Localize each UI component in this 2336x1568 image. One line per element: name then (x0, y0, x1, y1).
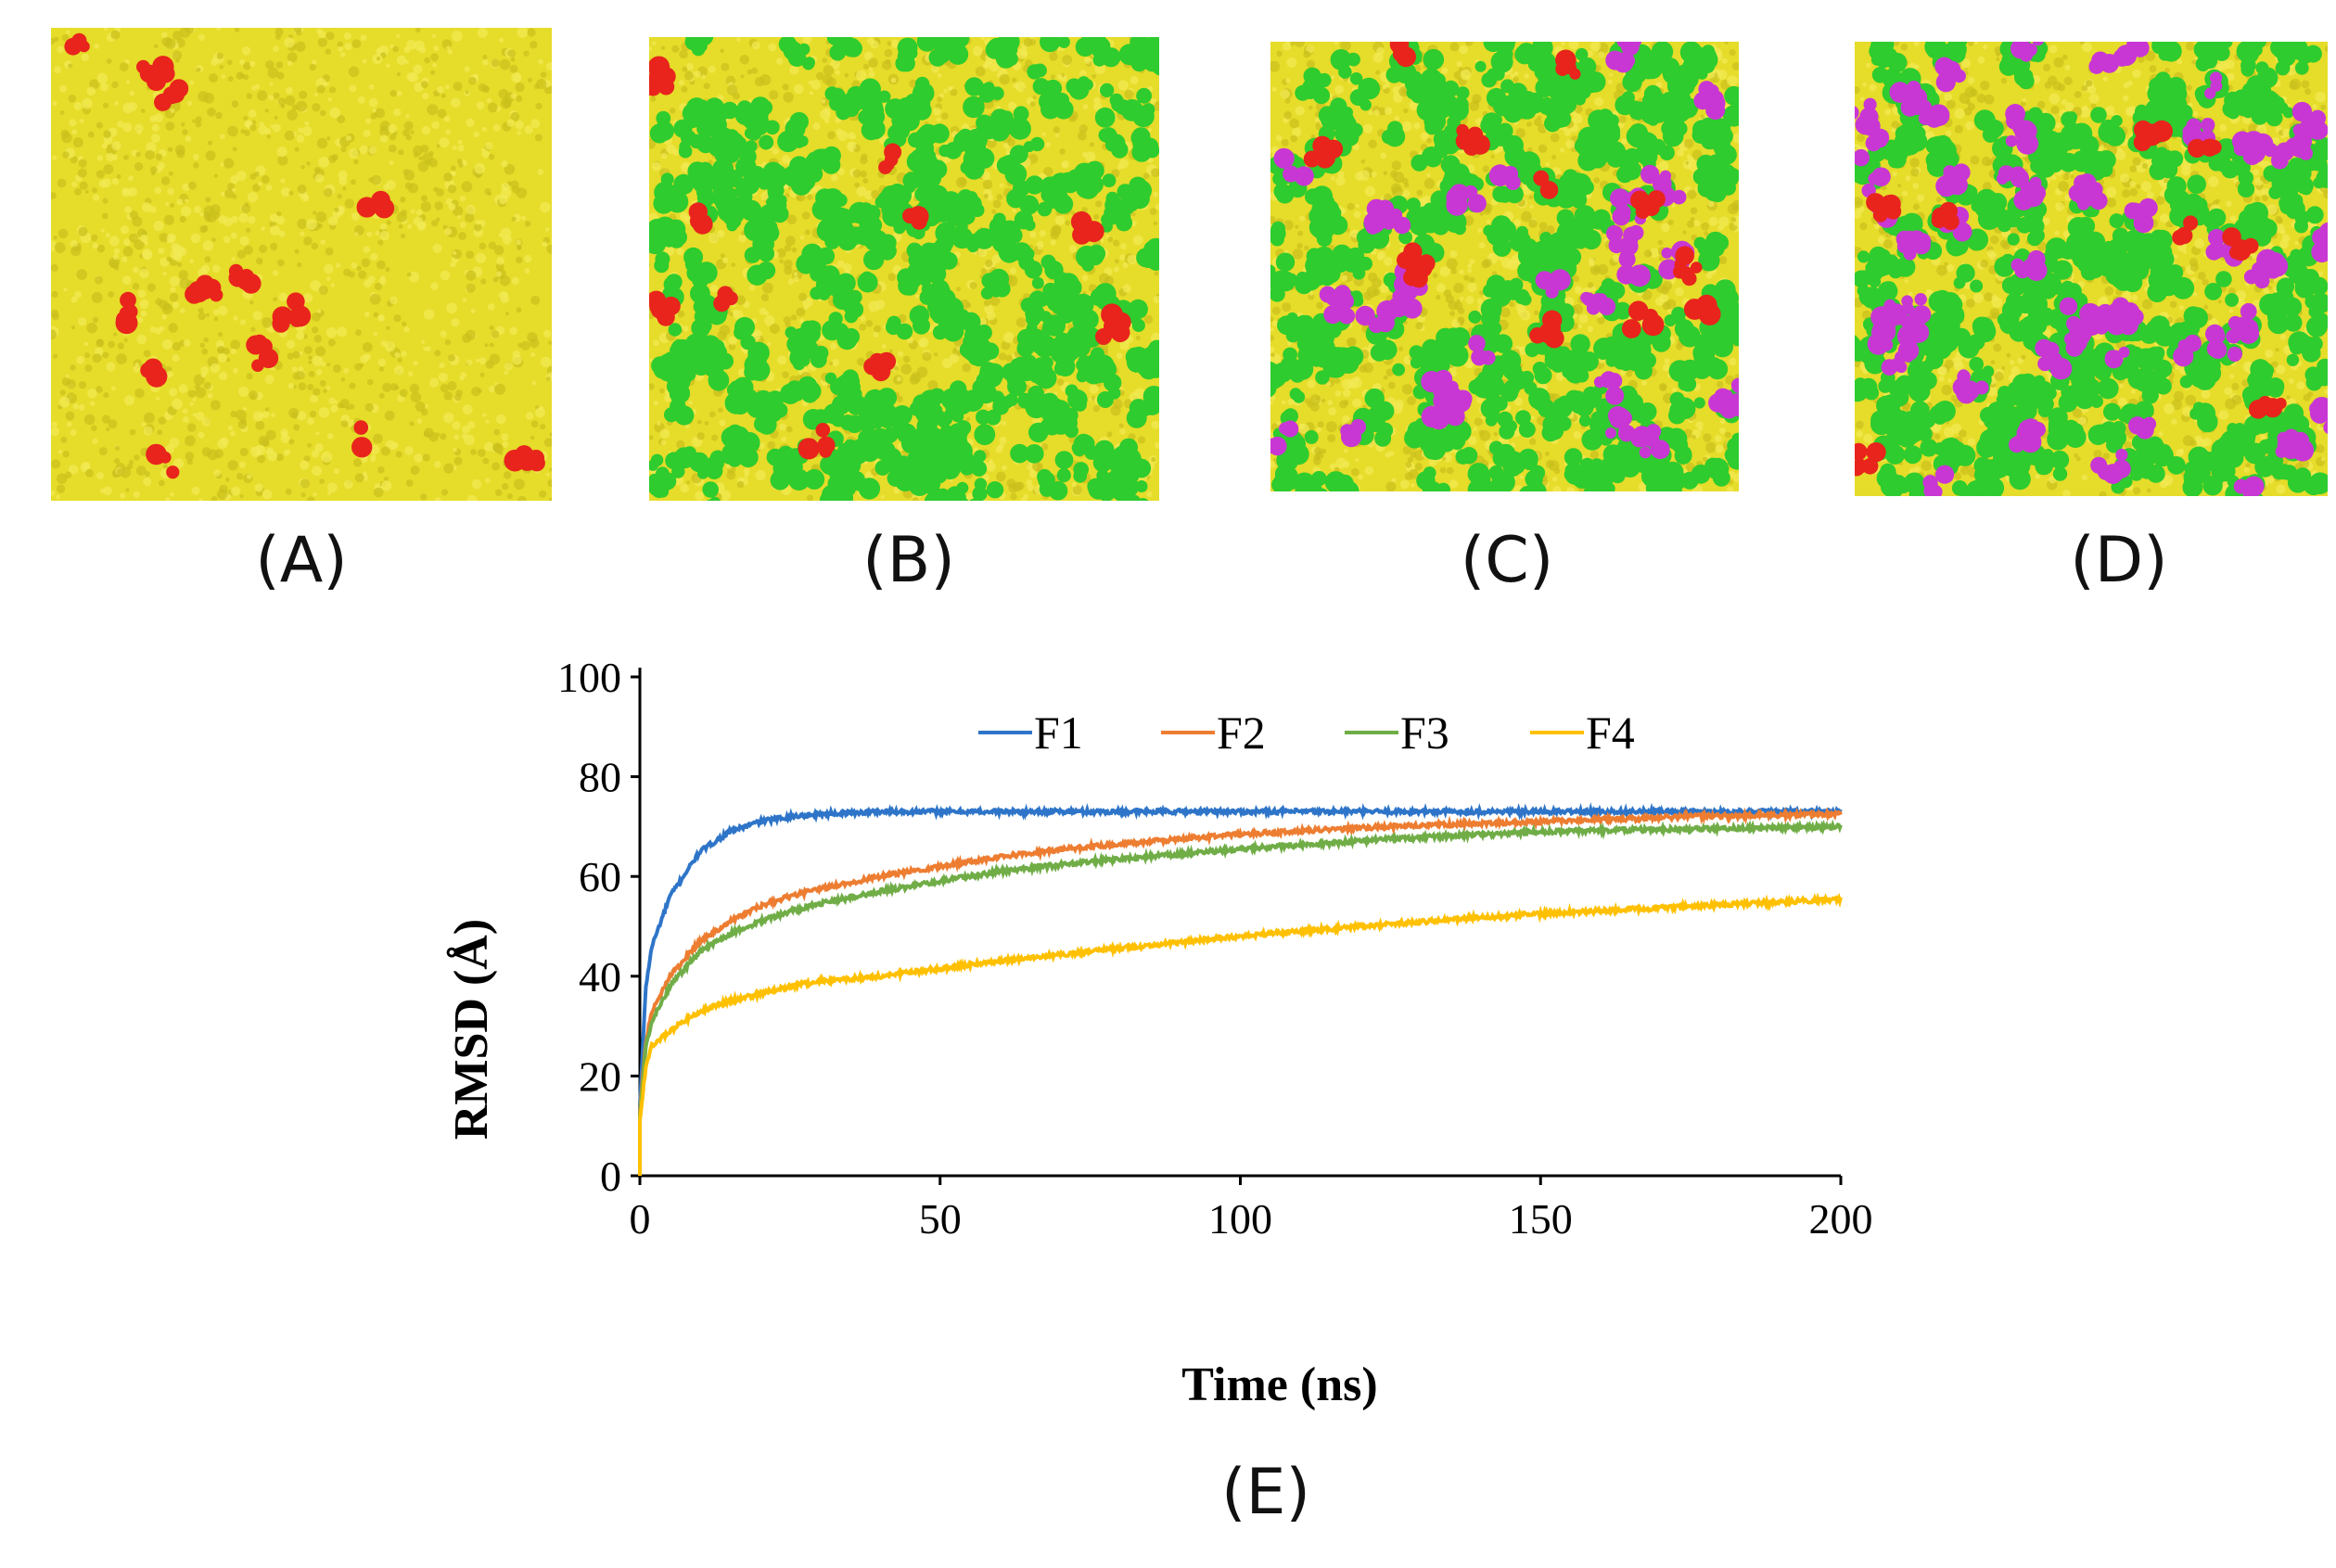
component-clusters-2 (1303, 42, 1721, 349)
component-clusters-0 (64, 32, 545, 479)
panel-a (51, 28, 552, 501)
series-line-f2 (638, 807, 1843, 1176)
panel-c (1270, 42, 1739, 491)
series-line-f4 (638, 892, 1843, 1176)
panel-b (649, 37, 1159, 501)
component-clusters-0 (649, 37, 1159, 501)
x-tick-label: 200 (1809, 1195, 1873, 1243)
x-tick-label: 50 (919, 1195, 962, 1243)
y-tick-label: 0 (600, 1153, 621, 1200)
x-tick-label: 100 (1208, 1195, 1272, 1243)
panel-c-caption: (C) (1460, 524, 1554, 597)
x-axis-label: Time (ns) (1181, 1358, 1377, 1411)
molecular-box-d-image (1855, 42, 2328, 496)
panel-d-caption: (D) (2070, 524, 2168, 597)
legend-label-f1: F1 (1034, 707, 1083, 759)
chart-series-lines (638, 802, 1843, 1176)
chart-legend: F1 F2 F3 F4 (978, 707, 1635, 759)
legend-label-f2: F2 (1217, 707, 1266, 759)
y-axis-label: RMSD (Å) (445, 919, 498, 1140)
panel-b-caption: (B) (862, 524, 955, 597)
panel-d (1855, 42, 2328, 496)
y-tick-label: 40 (579, 953, 621, 1001)
component-clusters-1 (649, 56, 1131, 460)
molecular-box-c-image (1270, 42, 1739, 491)
y-tick-label: 100 (557, 654, 621, 701)
y-tick-label: 80 (579, 754, 621, 801)
component-clusters-1 (1855, 42, 2328, 496)
panel-e-caption: (E) (1220, 1456, 1311, 1529)
panel-a-caption: (A) (255, 524, 348, 597)
base-texture (51, 28, 552, 501)
component-clusters-2 (1855, 120, 2287, 477)
component-clusters-1 (1270, 42, 1739, 459)
series-line-f1 (638, 802, 1843, 1176)
series-line-f3 (638, 819, 1843, 1176)
x-tick-label: 0 (630, 1195, 651, 1243)
molecular-box-a-image (51, 28, 552, 501)
rmsd-chart-svg: 0 20 40 60 80 100 0 50 100 150 200 F1 F2 F3 F4 Time (… (445, 654, 1873, 1411)
molecular-box-b-image (649, 37, 1159, 501)
rmsd-chart: 0 20 40 60 80 100 0 50 100 150 200 F1 F2 F3 F4 Time (… (408, 631, 1985, 1447)
y-tick-label: 20 (579, 1052, 621, 1100)
legend-label-f4: F4 (1586, 707, 1635, 759)
y-tick-label: 60 (579, 853, 621, 900)
x-tick-label: 150 (1509, 1195, 1573, 1243)
chart-axes: 0 20 40 60 80 100 0 50 100 150 200 (557, 654, 1873, 1243)
legend-label-f3: F3 (1400, 707, 1449, 759)
